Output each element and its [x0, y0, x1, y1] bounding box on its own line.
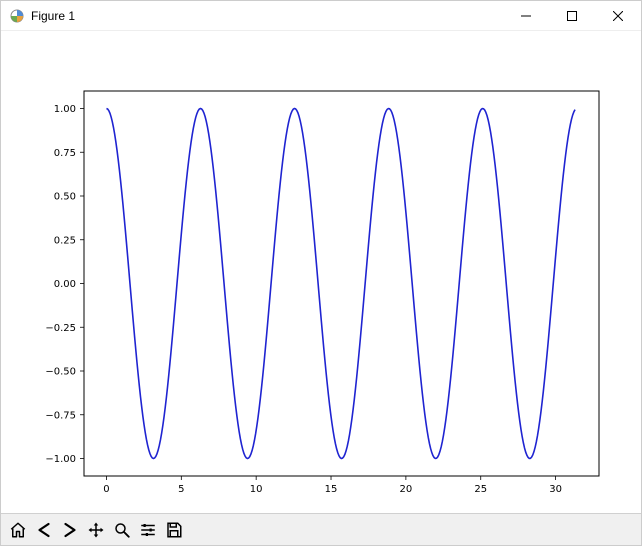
xtick-label: 15 — [325, 484, 338, 495]
zoom-button[interactable] — [109, 517, 135, 543]
app-icon — [9, 8, 25, 24]
xtick-label: 25 — [474, 484, 487, 495]
ytick-label: 0.00 — [54, 279, 76, 290]
save-button[interactable] — [161, 517, 187, 543]
ytick-label: −0.25 — [45, 323, 76, 334]
configure-button[interactable] — [135, 517, 161, 543]
ytick-label: 0.75 — [54, 148, 76, 159]
titlebar[interactable]: Figure 1 — [1, 1, 641, 31]
ytick-label: −0.50 — [45, 367, 76, 378]
nav-toolbar — [1, 513, 641, 545]
pan-icon — [87, 521, 105, 539]
back-icon — [35, 521, 53, 539]
xtick-label: 5 — [178, 484, 184, 495]
close-button[interactable] — [595, 1, 641, 31]
save-icon — [165, 521, 183, 539]
ytick-label: −1.00 — [45, 454, 76, 465]
window-title: Figure 1 — [31, 9, 75, 23]
xtick-label: 30 — [549, 484, 562, 495]
xtick-label: 10 — [250, 484, 263, 495]
ytick-label: 0.50 — [54, 192, 76, 203]
minimize-button[interactable] — [503, 1, 549, 31]
back-button[interactable] — [31, 517, 57, 543]
home-icon — [9, 521, 27, 539]
forward-icon — [61, 521, 79, 539]
ytick-label: 1.00 — [54, 104, 76, 115]
figure-window: Figure 1 0 5 10 15 20 25 30 −1.00 −0.75 −0.50 −0.2… — [0, 0, 642, 546]
zoom-icon — [113, 521, 131, 539]
pan-button[interactable] — [83, 517, 109, 543]
home-button[interactable] — [5, 517, 31, 543]
ytick-label: 0.25 — [54, 235, 76, 246]
configure-icon — [139, 521, 157, 539]
xtick-label: 20 — [400, 484, 413, 495]
forward-button[interactable] — [57, 517, 83, 543]
xtick-label: 0 — [103, 484, 109, 495]
chart-svg: 0 5 10 15 20 25 30 −1.00 −0.75 −0.50 −0.25 0.00 0.25… — [1, 31, 641, 513]
ytick-label: −0.75 — [45, 410, 76, 421]
maximize-button[interactable] — [549, 1, 595, 31]
plot-canvas[interactable]: 0 5 10 15 20 25 30 −1.00 −0.75 −0.50 −0.25 0.00 0.25… — [1, 31, 641, 513]
